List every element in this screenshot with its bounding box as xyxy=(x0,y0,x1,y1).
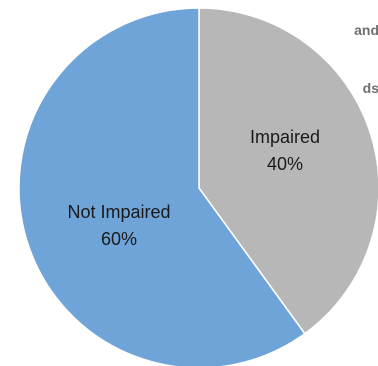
slice-value-impaired: 40% xyxy=(267,154,303,174)
cut-off-text-fragment: and xyxy=(354,22,378,38)
cut-off-text-fragment: ds xyxy=(362,80,378,96)
slice-label-impaired: Impaired xyxy=(250,127,320,147)
pie-slice-not-impaired xyxy=(18,7,306,366)
slice-value-not-impaired: 60% xyxy=(101,229,137,249)
pie-slice-impaired xyxy=(198,7,378,335)
slice-label-not-impaired: Not Impaired xyxy=(67,202,170,222)
